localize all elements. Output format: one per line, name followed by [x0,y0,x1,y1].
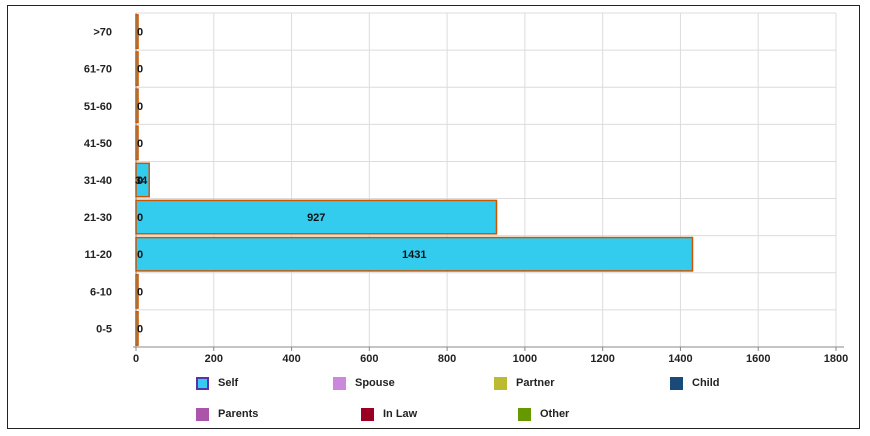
x-tick-label: 1600 [746,353,770,365]
legend-label: Partner [516,377,555,389]
data-label-zero: 0 [137,286,143,298]
data-label-zero: 0 [137,249,143,261]
legend-swatch [196,376,209,390]
x-tick-label: 1400 [668,353,692,365]
bar-self [135,310,139,346]
data-label-zero: 0 [137,175,143,187]
data-label-zero: 0 [137,101,143,113]
x-tick-label: 1800 [824,353,848,365]
x-tick-label: 800 [438,353,456,365]
x-tick-label: 400 [282,353,300,365]
bar-self [135,88,139,124]
bar-chart: 0 200 400 600 800 1000 1200 1400 1600 1800 0-5 0 6-1… [84,12,848,365]
legend-item-partner[interactable]: Partner [494,374,555,392]
y-tick-label: 0-5 [96,323,112,335]
legend-item-self[interactable]: Self [196,374,238,392]
y-tick-label: 21-30 [84,212,112,224]
data-label-zero: 0 [137,212,143,224]
legend-item-child[interactable]: Child [670,374,720,392]
x-tick-label: 1200 [590,353,614,365]
data-label-zero: 0 [137,323,143,335]
legend-label: Spouse [355,377,395,389]
y-tick-label: 6-10 [90,286,112,298]
legend-swatch [494,376,507,390]
legend-swatch [361,407,374,421]
y-tick-label: 51-60 [84,101,112,113]
y-tick-label: >70 [93,27,112,39]
y-tick-label: 41-50 [84,138,112,150]
legend-swatch [333,376,346,390]
data-label-zero: 0 [137,64,143,76]
data-label-value: 927 [307,212,325,224]
data-label-zero: 0 [137,27,143,39]
legend-label: Parents [218,408,259,420]
x-tick-label: 600 [360,353,378,365]
bar-self [135,125,139,161]
bar-self [135,51,139,87]
y-tick-label: 11-20 [84,249,112,261]
data-label-zero: 0 [137,138,143,150]
legend-label: Other [540,408,570,420]
bar-self [135,162,150,198]
legend-swatch [196,407,209,421]
legend-label: In Law [383,408,418,420]
data-label-value: 34 [135,175,148,187]
bar-self [135,14,139,50]
legend-swatch [518,407,531,421]
legend-item-in-law[interactable]: In Law [361,405,417,423]
legend-item-parents[interactable]: Parents [196,405,258,423]
bar-self [135,199,498,235]
legend-item-other[interactable]: Other [518,405,569,423]
bar-self [135,273,139,309]
y-tick-label: 61-70 [84,64,112,76]
legend-label: Child [692,377,720,389]
chart-frame: 0 200 400 600 800 1000 1200 1400 1600 1800 0-5 0 6-1… [7,5,860,429]
bar-self [135,236,694,272]
x-tick-label: 0 [133,353,139,365]
legend-swatch [670,376,683,390]
x-tick-label: 1000 [513,353,537,365]
legend-label: Self [218,377,239,389]
data-label-value: 1431 [402,249,426,261]
legend-item-spouse[interactable]: Spouse [333,374,395,392]
y-tick-label: 31-40 [84,175,112,187]
x-tick-label: 200 [205,353,223,365]
